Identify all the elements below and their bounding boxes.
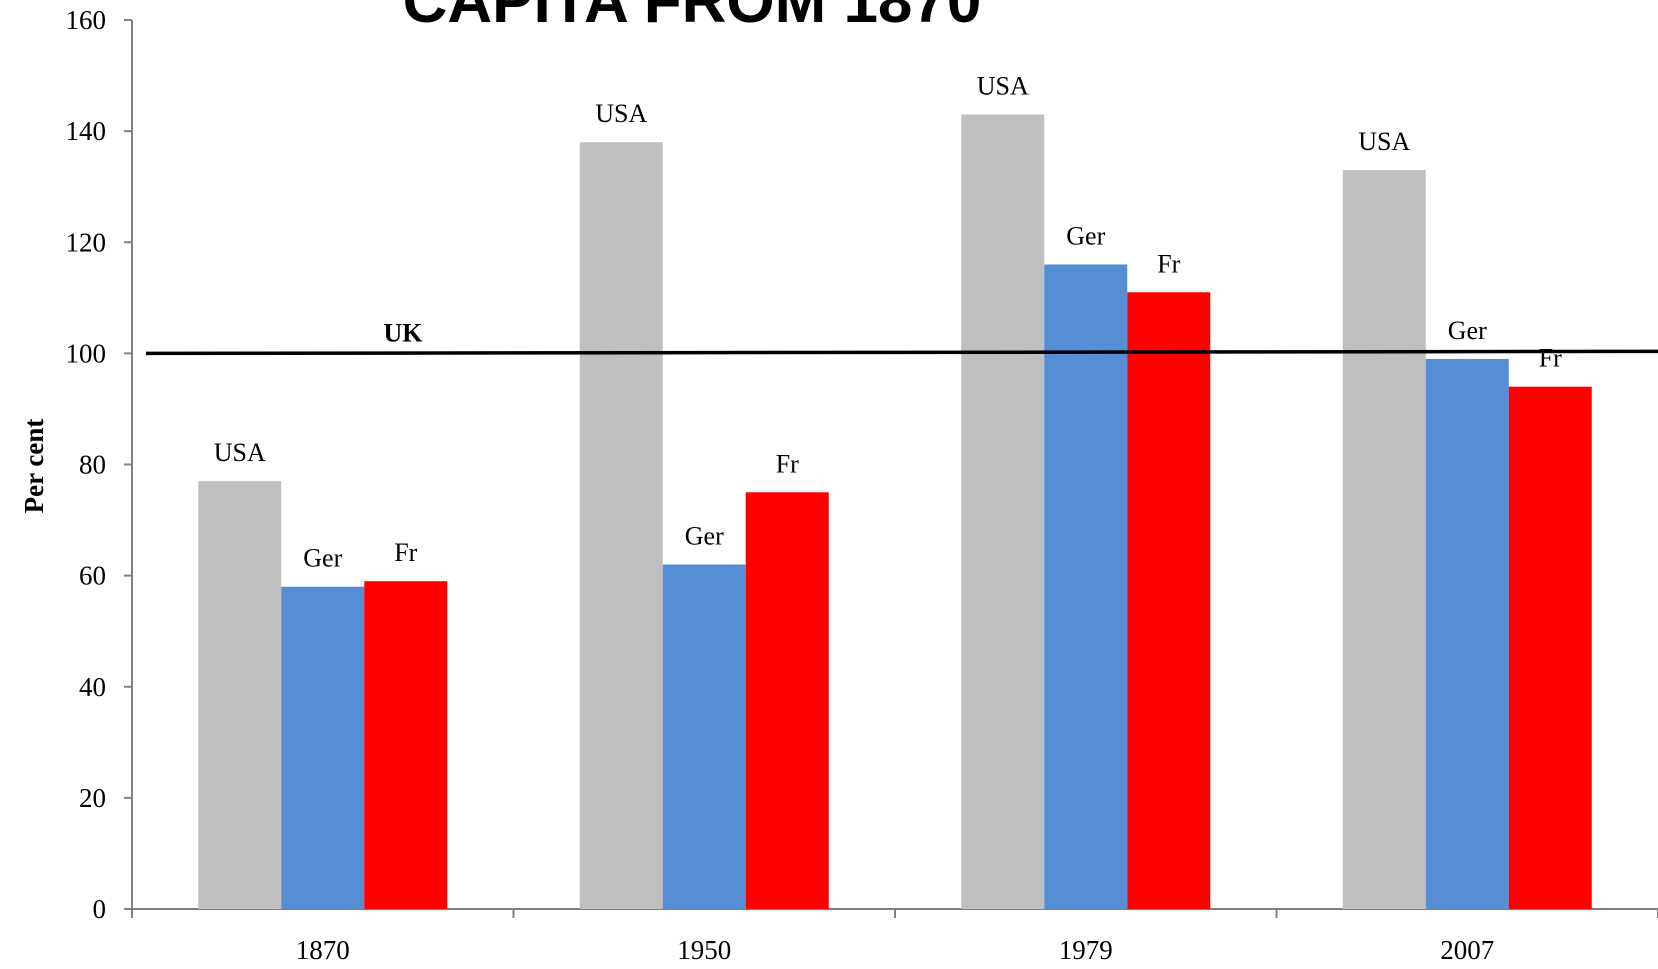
- bar-label-usa: USA: [1358, 127, 1410, 156]
- y-tick-label: 20: [79, 783, 106, 813]
- bar-label-usa: USA: [214, 438, 266, 467]
- bar-fr-1950: [745, 492, 829, 909]
- bar-label-ger: Ger: [685, 522, 724, 551]
- bar-label-fr: Fr: [1539, 344, 1562, 373]
- bar-ger-2007: [1425, 358, 1509, 909]
- uk-reference-label: UK: [384, 318, 424, 347]
- bar-usa-1870: [198, 481, 282, 909]
- bar-fr-1870: [364, 581, 448, 909]
- bar-label-ger: Ger: [1066, 221, 1105, 250]
- bar-usa-1979: [961, 114, 1045, 910]
- x-tick-label: 2007: [1440, 935, 1494, 965]
- y-tick-label: 140: [66, 116, 107, 146]
- bar-label-ger: Ger: [1448, 316, 1487, 345]
- bars: [198, 114, 1592, 910]
- y-tick-label: 0: [93, 894, 107, 924]
- bar-label-usa: USA: [977, 71, 1029, 100]
- bar-ger-1950: [662, 564, 746, 909]
- bar-labels: USA Ger Fr USA Ger Fr USA Ger Fr USA Ger Fr: [214, 71, 1562, 572]
- bar-ger-1979: [1044, 264, 1128, 910]
- bar-label-fr: Fr: [776, 449, 799, 478]
- bar-fr-1979: [1127, 292, 1211, 910]
- y-axis-label: Per cent: [19, 419, 49, 514]
- uk-reference-line: [145, 349, 1658, 356]
- x-tick-label: 1870: [296, 935, 350, 965]
- chart-title: CAPITA FROM 1870: [403, 0, 982, 36]
- reference-line-group: UK: [145, 318, 1658, 356]
- bar-usa-2007: [1342, 170, 1426, 910]
- y-tick-label: 120: [66, 227, 107, 257]
- bar-label-ger: Ger: [303, 544, 342, 573]
- bar-usa-1950: [579, 142, 663, 910]
- y-tick-label: 60: [79, 561, 106, 591]
- bar-ger-1870: [281, 586, 365, 909]
- bar-label-fr: Fr: [394, 538, 417, 567]
- bar-fr-2007: [1508, 386, 1592, 909]
- y-tick-label: 40: [79, 672, 106, 702]
- bar-label-usa: USA: [595, 99, 647, 128]
- y-tick-label: 160: [66, 5, 107, 35]
- x-tick-label: 1950: [677, 935, 731, 965]
- bar-label-fr: Fr: [1157, 249, 1180, 278]
- y-tick-label: 80: [79, 450, 106, 480]
- x-tick-label: 1979: [1059, 935, 1113, 965]
- y-tick-label: 100: [66, 338, 107, 368]
